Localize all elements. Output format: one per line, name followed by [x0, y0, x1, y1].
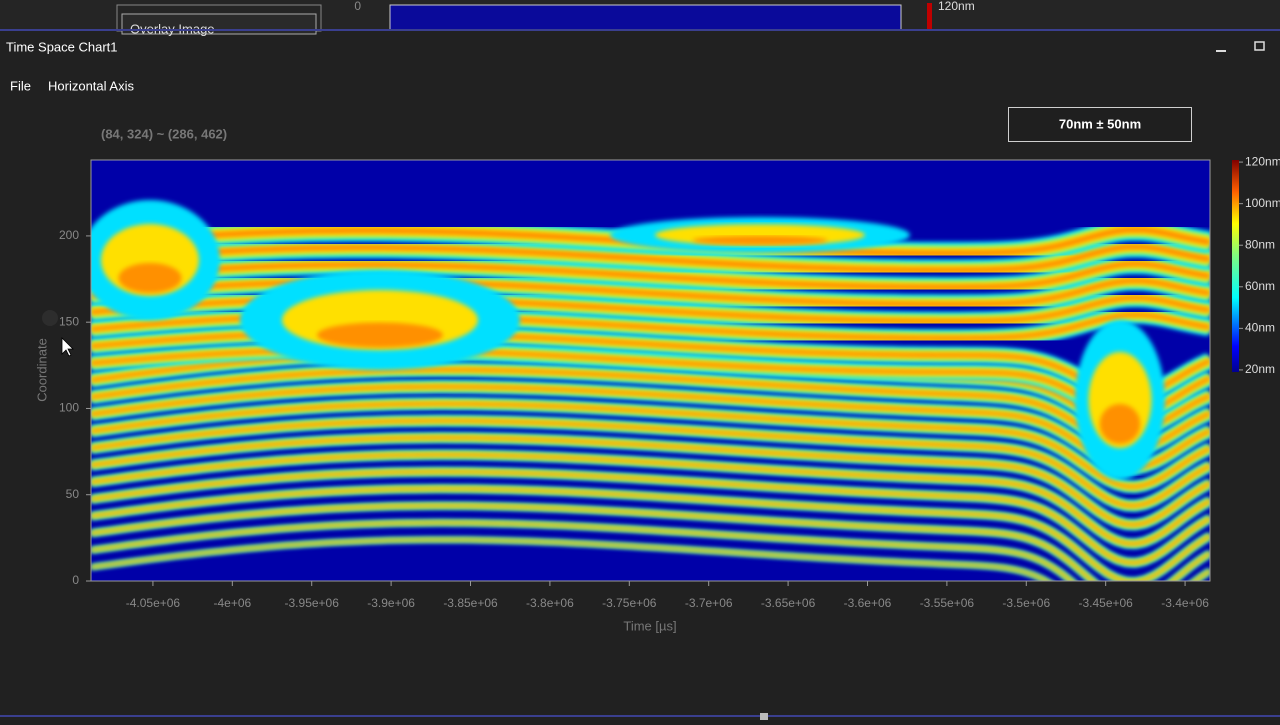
colorbar [1232, 160, 1239, 372]
fringe [91, 402, 1210, 489]
axes: -4.05e+06 -4e+06 -3.95e+06 -3.9e+06 -3.85e+0… [59, 154, 1280, 610]
fringe-blob [317, 322, 443, 348]
y-axis-label: Coordinate [34, 338, 49, 402]
x-tick-label: -3.5e+06 [1002, 596, 1050, 610]
x-tick-label: -3.6e+06 [844, 596, 892, 610]
minimize-button[interactable] [1216, 50, 1226, 52]
maximize-button[interactable] [1254, 41, 1265, 51]
bg-axis-label: 0 [354, 0, 361, 13]
fringe [91, 385, 1210, 470]
bg-scale-label: 120nm [938, 0, 975, 13]
cursor [61, 337, 74, 357]
menu-item[interactable]: File [10, 78, 31, 93]
y-tick-label: 0 [72, 573, 79, 587]
y-tick-label: 200 [59, 228, 79, 242]
fringe [91, 487, 1210, 581]
bottom-border [0, 715, 1280, 717]
colorbar-tick-label: 60nm [1245, 279, 1275, 293]
x-tick-label: -4.05e+06 [126, 596, 181, 610]
x-tick-label: -3.55e+06 [920, 596, 975, 610]
fringe-blob [692, 235, 828, 245]
fringe [91, 453, 1210, 545]
x-tick-label: -3.65e+06 [761, 596, 816, 610]
x-tick-label: -3.8e+06 [526, 596, 574, 610]
y-tick-label: 50 [66, 487, 80, 501]
colorbar-tick-label: 100nm [1245, 196, 1280, 210]
selection-coords: (84, 324) ~ (286, 462) [101, 126, 227, 141]
y-tick-label: 150 [59, 314, 79, 328]
colorbar-tick-label: 80nm [1245, 237, 1275, 251]
colorbar-tick-label: 40nm [1245, 321, 1275, 335]
window-title: Time Space Chart1 [6, 39, 118, 54]
scroll-handle[interactable] [760, 713, 768, 720]
range-button[interactable] [1008, 107, 1192, 142]
x-tick-label: -3.45e+06 [1078, 596, 1133, 610]
bg-image [389, 4, 902, 31]
bg-dropdown-text: Overlay Image [130, 21, 215, 36]
menu-item[interactable]: Horizontal Axis [48, 78, 134, 93]
bg-colorbar [927, 3, 932, 30]
fringe [91, 419, 1210, 508]
fringe [91, 522, 1210, 581]
x-axis-label: Time [µs] [623, 618, 676, 633]
fringe [91, 436, 1210, 526]
x-tick-label: -3.4e+06 [1161, 596, 1209, 610]
fringe [91, 539, 1048, 581]
fringe [91, 504, 1210, 581]
colorbar-tick-label: 20nm [1245, 362, 1275, 376]
fringe [91, 368, 1210, 451]
x-tick-label: -4e+06 [213, 596, 251, 610]
x-tick-label: -3.75e+06 [602, 596, 657, 610]
fringe-blob [118, 263, 182, 293]
y-tick-label: 100 [59, 401, 79, 415]
range-button-label: 70nm ± 50nm [1059, 116, 1141, 131]
cursor-shadow [42, 310, 58, 326]
plot-frame [90, 159, 1211, 582]
x-tick-label: -3.85e+06 [443, 596, 498, 610]
fringe [91, 278, 1210, 307]
fringe [91, 244, 1210, 273]
fringe [91, 261, 1210, 290]
fringe-blob [1099, 404, 1141, 444]
x-tick-label: -3.9e+06 [367, 596, 415, 610]
fringe [91, 470, 1210, 564]
window-border [0, 29, 1280, 31]
heatmap [91, 200, 1210, 581]
colorbar-tick-label: 120nm [1245, 154, 1280, 168]
x-tick-label: -3.95e+06 [285, 596, 340, 610]
x-tick-label: -3.7e+06 [685, 596, 733, 610]
